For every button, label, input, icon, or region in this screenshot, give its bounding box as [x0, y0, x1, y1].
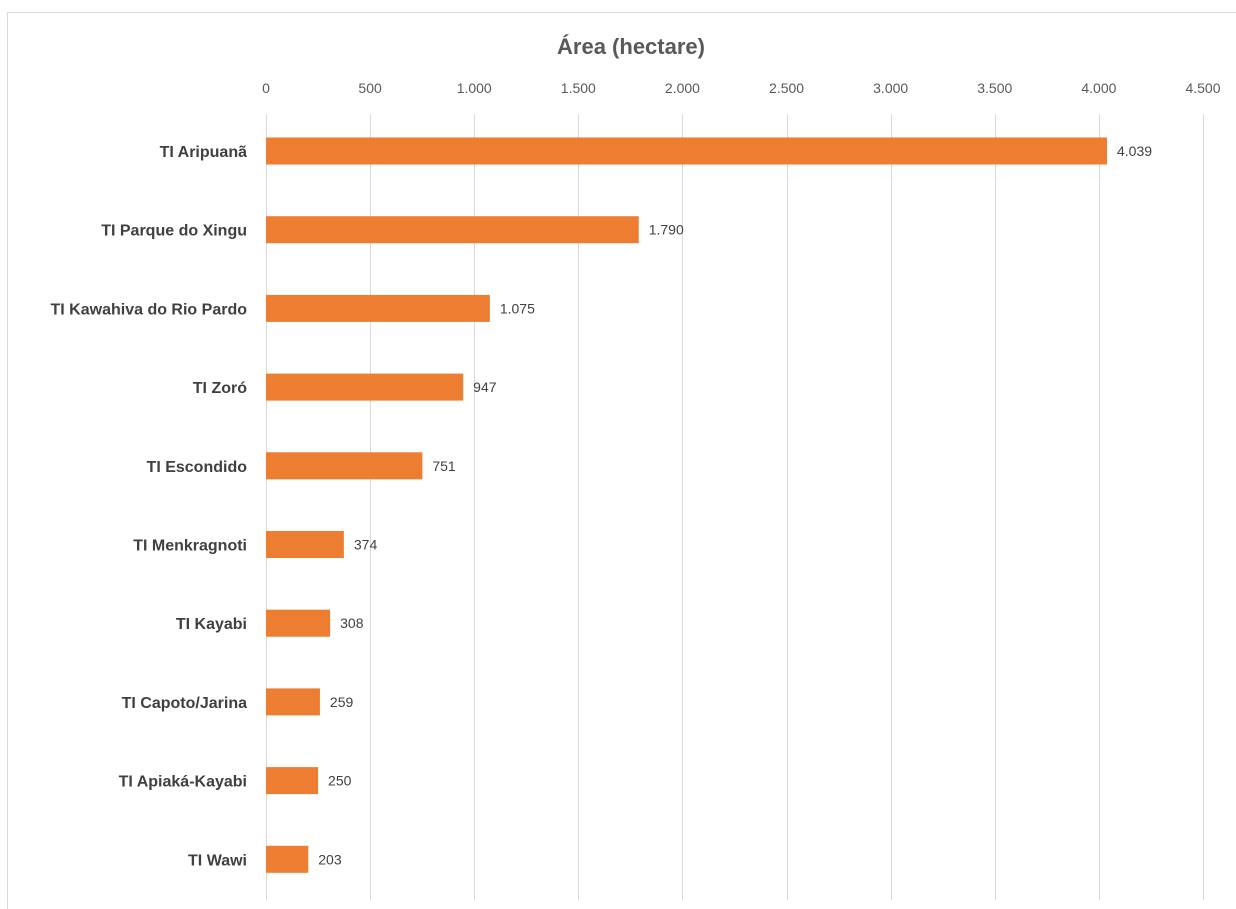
- data-label: 374: [354, 537, 378, 553]
- bar: [266, 137, 1108, 165]
- x-tick-label: 3.000: [873, 80, 908, 96]
- bar: [266, 767, 319, 795]
- data-label: 4.039: [1117, 143, 1152, 159]
- data-label: 308: [340, 615, 364, 631]
- category-label: TI Wawi: [188, 852, 247, 869]
- data-label: 203: [318, 851, 342, 867]
- x-tick-label: 1.000: [457, 80, 492, 96]
- x-tick-label: 4.000: [1081, 80, 1116, 96]
- bar: [266, 688, 320, 716]
- data-label: 751: [432, 458, 456, 474]
- data-labels: 4.039 1.790 1.075 947 751 374 308 259 250 203: [318, 143, 1152, 867]
- category-label: TI Parque do Xingu: [101, 223, 247, 240]
- category-label: TI Escondido: [147, 459, 248, 476]
- gridlines: [266, 114, 1204, 900]
- category-label: TI Zoró: [193, 380, 247, 397]
- data-label: 1.075: [500, 300, 535, 316]
- x-axis-ticks: 0 500 1.000 1.500 2.000 2.500 3.000 3.500 4.000 4…: [262, 80, 1221, 96]
- data-label: 947: [473, 379, 497, 395]
- data-label: 1.790: [649, 222, 684, 238]
- x-tick-label: 4.500: [1185, 80, 1220, 96]
- x-tick-label: 2.000: [665, 80, 700, 96]
- chart-title: Área (hectare): [557, 34, 705, 59]
- bar: [266, 216, 639, 244]
- bar: [266, 452, 423, 480]
- category-label: TI Apiaká-Kayabi: [119, 774, 247, 791]
- category-label: TI Menkragnoti: [133, 538, 247, 555]
- bar: [266, 609, 331, 637]
- data-label: 259: [330, 694, 354, 710]
- bar: [266, 845, 309, 873]
- x-tick-label: 1.500: [561, 80, 596, 96]
- data-label: 250: [328, 773, 352, 789]
- category-label: TI Kawahiva do Rio Pardo: [51, 301, 248, 318]
- x-tick-label: 3.500: [977, 80, 1012, 96]
- bar: [266, 294, 490, 322]
- y-axis-categories: TI Aripuanã TI Parque do Xingu TI Kawahiva…: [51, 144, 248, 869]
- x-tick-label: 0: [262, 80, 270, 96]
- bar: [266, 373, 464, 401]
- x-tick-label: 2.500: [769, 80, 804, 96]
- bar: [266, 531, 344, 558]
- bars: [266, 137, 1108, 873]
- x-tick-label: 500: [358, 80, 382, 96]
- category-label: TI Kayabi: [176, 616, 247, 633]
- category-label: TI Capoto/Jarina: [122, 695, 247, 712]
- chart-frame: [7, 12, 1236, 909]
- category-label: TI Aripuanã: [160, 144, 248, 161]
